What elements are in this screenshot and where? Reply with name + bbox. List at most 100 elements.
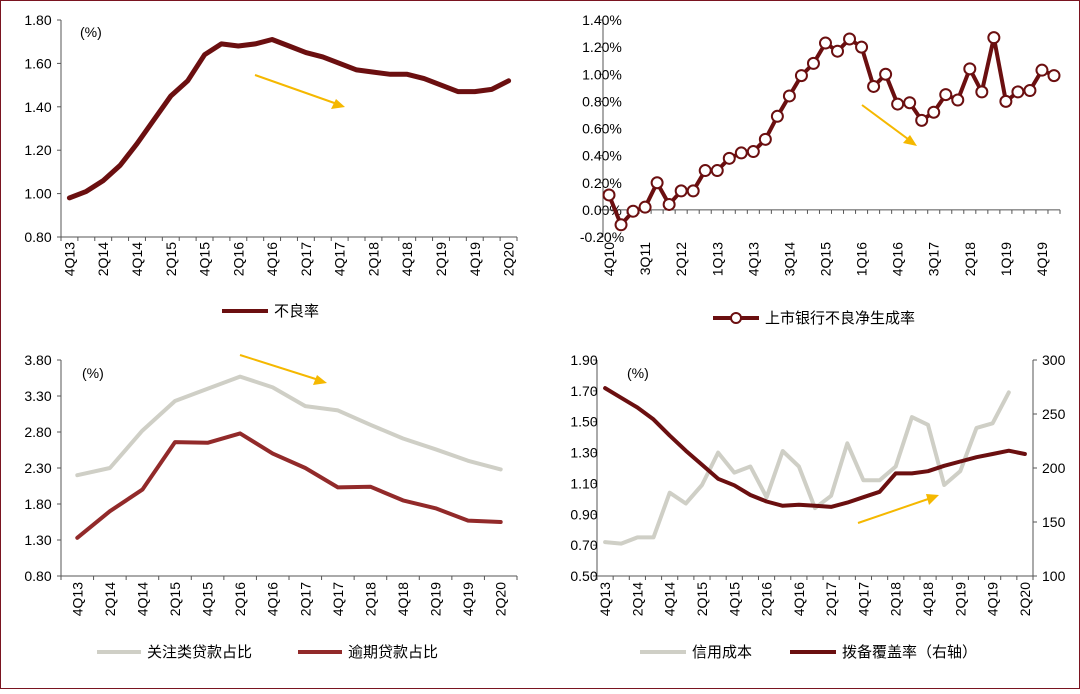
y2-tick-label: 100 bbox=[1042, 568, 1066, 584]
data-point bbox=[818, 36, 832, 50]
x-tick-label: 2Q19 bbox=[428, 582, 444, 616]
legend: 不良率 bbox=[222, 303, 319, 320]
x-axis: 4Q13 2Q14 4Q14 2Q15 4Q15 2Q16 4Q16 2Q17 4Q17 2Q18… bbox=[60, 236, 518, 276]
trend-arrow-up bbox=[857, 494, 939, 524]
special-mention-overdue-chart: (%) 0.80 1.30 1.80 2.30 2.80 3.30 3.80 4Q13 2Q1… bbox=[24, 352, 518, 661]
data-point bbox=[710, 164, 724, 178]
y-tick-label: 0.80 bbox=[24, 229, 51, 245]
y-tick-label: 0.60% bbox=[582, 121, 622, 137]
legend-label-2: 拨备覆盖率（右轴） bbox=[842, 644, 977, 661]
data-point bbox=[806, 56, 820, 70]
y-tick-label: 0.90 bbox=[570, 506, 597, 522]
x-axis: 4Q13 2Q14 4Q14 2Q15 4Q15 2Q16 4Q16 2Q17 4Q17 2Q18… bbox=[60, 575, 518, 616]
y-tick-label: 1.20 bbox=[24, 142, 51, 158]
series-lines bbox=[602, 31, 1061, 232]
x-tick-label: 2Q18 bbox=[365, 242, 381, 276]
x-tick-label: 2Q20 bbox=[1017, 582, 1033, 616]
x-tick-label: 4Q16 bbox=[791, 582, 807, 616]
data-point bbox=[939, 88, 953, 102]
x-tick-label: 4Q17 bbox=[330, 582, 346, 616]
trend-arrow-down bbox=[254, 74, 345, 109]
y-tick-label: 2.30 bbox=[24, 460, 51, 476]
y-tick-label: 1.50 bbox=[570, 414, 597, 430]
y2-tick-label: 300 bbox=[1042, 352, 1066, 368]
x-tick-label: 4Q10 bbox=[601, 242, 617, 276]
data-point bbox=[782, 89, 796, 103]
y2-tick-label: 200 bbox=[1042, 460, 1066, 476]
data-point bbox=[831, 44, 845, 58]
y-tick-label: 1.30 bbox=[24, 532, 51, 548]
x-tick-label: 4Q14 bbox=[134, 582, 150, 616]
x-tick-label: 4Q16 bbox=[264, 242, 280, 276]
y-tick-label: 0.80 bbox=[24, 568, 51, 584]
data-point bbox=[602, 188, 616, 202]
x-tick-label: 2Q17 bbox=[297, 582, 313, 616]
data-point bbox=[770, 109, 784, 123]
y-axis: 0.80 1.30 1.80 2.30 2.80 3.30 3.80 bbox=[24, 352, 62, 584]
y-tick-label: 1.10 bbox=[570, 475, 597, 491]
net-npl-formation-chart: -0.20%0.00%0.20%0.40%0.60%0.80%1.00%1.20… bbox=[580, 12, 1061, 327]
series-lines bbox=[603, 386, 1027, 546]
x-tick-label: 1Q13 bbox=[709, 242, 725, 276]
x-tick-label: 2Q20 bbox=[493, 582, 509, 616]
y-tick-label: 1.80 bbox=[24, 12, 51, 28]
data-point bbox=[686, 184, 700, 198]
y-tick-label: 0.70 bbox=[570, 537, 597, 553]
x-tick-label: 4Q17 bbox=[332, 242, 348, 276]
y-tick-label: 1.40 bbox=[24, 99, 51, 115]
data-point bbox=[638, 200, 652, 214]
data-point bbox=[794, 69, 808, 83]
x-tick-label: 2Q19 bbox=[952, 582, 968, 616]
unit-label: (%) bbox=[80, 24, 102, 40]
trend-arrow-down bbox=[861, 104, 917, 146]
data-point bbox=[915, 113, 929, 127]
data-point bbox=[963, 62, 977, 76]
x-tick-label: 2Q15 bbox=[817, 242, 833, 276]
y-axis-right: 100 150 200 250 300 bbox=[1032, 352, 1066, 584]
x-tick-label: 4Q15 bbox=[200, 582, 216, 616]
x-tick-label: 2Q16 bbox=[232, 582, 248, 616]
data-point bbox=[698, 164, 712, 178]
legend: 上市银行不良净生成率 bbox=[713, 310, 915, 327]
data-point bbox=[662, 197, 676, 211]
data-point bbox=[1047, 69, 1061, 83]
x-tick-label: 4Q17 bbox=[855, 582, 871, 616]
data-point bbox=[879, 67, 893, 81]
x-axis: 4Q10 3Q11 2Q12 1Q13 4Q13 3Q14 2Q15 1Q16 4Q16 3Q17… bbox=[601, 209, 1061, 276]
legend-marker bbox=[730, 312, 742, 324]
x-tick-label: 2Q16 bbox=[230, 242, 246, 276]
y-tick-label: -0.20% bbox=[580, 229, 624, 245]
data-point bbox=[1011, 85, 1025, 99]
data-point bbox=[867, 79, 881, 93]
x-tick-label: 4Q14 bbox=[129, 242, 145, 276]
y-tick-label: 2.80 bbox=[24, 424, 51, 440]
y-tick-label: 1.70 bbox=[570, 383, 597, 399]
x-tick-label: 2Q14 bbox=[102, 582, 118, 616]
y-tick-label: 0.80% bbox=[582, 93, 622, 109]
y-tick-label: 3.80 bbox=[24, 352, 51, 368]
series-lines bbox=[75, 374, 503, 540]
y-tick-label: 1.30 bbox=[570, 445, 597, 461]
data-point bbox=[746, 145, 760, 159]
x-tick-label: 4Q18 bbox=[920, 582, 936, 616]
y-tick-label: 1.90 bbox=[570, 352, 597, 368]
x-tick-label: 2Q20 bbox=[501, 242, 517, 276]
legend-label: 不良率 bbox=[274, 303, 319, 320]
y-tick-label: 1.80 bbox=[24, 496, 51, 512]
x-tick-label: 4Q13 bbox=[69, 582, 85, 616]
x-tick-label: 3Q11 bbox=[637, 242, 653, 275]
legend-label: 上市银行不良净生成率 bbox=[765, 310, 915, 327]
x-tick-label: 4Q19 bbox=[460, 582, 476, 616]
data-point bbox=[927, 105, 941, 119]
legend-label-2: 逾期贷款占比 bbox=[348, 644, 438, 661]
x-tick-label: 4Q18 bbox=[395, 582, 411, 616]
series-line-2 bbox=[75, 431, 503, 540]
x-tick-label: 4Q16 bbox=[265, 582, 281, 616]
data-point bbox=[951, 93, 965, 107]
y-tick-label: 0.50 bbox=[570, 568, 597, 584]
x-tick-label: 2Q18 bbox=[962, 242, 978, 276]
unit-label: (%) bbox=[627, 365, 649, 381]
x-tick-label: 2Q16 bbox=[759, 582, 775, 616]
